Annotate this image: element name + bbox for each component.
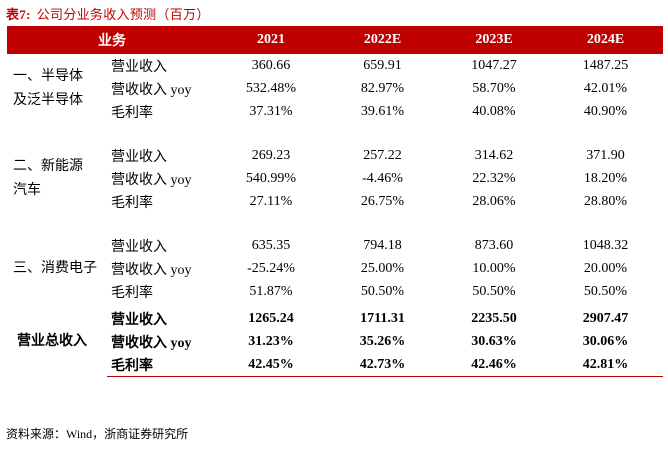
source-note: 资料来源：Wind，浙商证券研究所 bbox=[6, 427, 189, 441]
metric-label: 营业收入 bbox=[111, 59, 167, 75]
table-row: 营收收入 yoy 31.23% 35.26% 30.63% 30.06% bbox=[7, 330, 663, 353]
header-row: 业务 2021 2022E 2023E 2024E bbox=[7, 26, 663, 54]
value-cell: 257.22 bbox=[363, 147, 402, 163]
table-row: 一、半导体 及泛半导体 营业收入 360.66 659.91 1047.27 1487.25 bbox=[7, 54, 663, 108]
table-row: 营收收入 yoy -25.24% 25.00% 10.00% 20.00% bbox=[7, 257, 663, 280]
value-cell: 82.97% bbox=[360, 80, 405, 96]
group-label: 二、新能源 汽车 bbox=[13, 158, 83, 198]
value-cell: 42.01% bbox=[583, 80, 628, 96]
value-cell: 1265.24 bbox=[248, 310, 294, 326]
value-cell: 28.06% bbox=[472, 193, 516, 209]
metric-label: 营收收入 yoy bbox=[111, 262, 192, 278]
table-row: 营业总收入 营业收入 1265.24 1711.31 2235.50 2907.47 bbox=[7, 307, 663, 349]
table-row: 营收收入 yoy 540.99% -4.46% 22.32% 18.20% bbox=[7, 167, 663, 190]
table-row: 毛利率 42.45% 42.73% 42.46% 42.81% bbox=[7, 353, 663, 377]
value-cell: 659.91 bbox=[363, 57, 402, 73]
value-cell: 1487.25 bbox=[582, 57, 629, 73]
value-cell: 873.60 bbox=[474, 237, 514, 253]
value-cell: 50.50% bbox=[360, 283, 405, 299]
table-row: 毛利率 27.11% 26.75% 28.06% 28.80% bbox=[7, 190, 663, 213]
value-cell: 51.87% bbox=[249, 283, 293, 299]
value-cell: 1047.27 bbox=[471, 57, 517, 73]
value-cell: -4.46% bbox=[362, 170, 403, 186]
value-cell: 314.62 bbox=[474, 147, 514, 163]
value-cell: 360.66 bbox=[251, 57, 291, 73]
revenue-forecast-table: 业务 2021 2022E 2023E 2024E 一、半导体 及泛半导体 营业收入… bbox=[7, 26, 663, 377]
value-cell: 42.46% bbox=[440, 353, 548, 377]
metric-label: 营收收入 yoy bbox=[111, 82, 192, 98]
metric-label: 营业收入 bbox=[111, 149, 167, 165]
metric-label: 营业收入 bbox=[111, 239, 167, 255]
metric-label: 毛利率 bbox=[111, 195, 153, 211]
table-row: 三、消费电子 营业收入 635.35 794.18 873.60 1048.32 bbox=[7, 234, 663, 276]
table-row: 二、新能源 汽车 营业收入 269.23 257.22 314.62 371.90 bbox=[7, 144, 663, 198]
metric-label: 营收收入 yoy bbox=[111, 335, 192, 351]
value-cell: 1048.32 bbox=[582, 237, 629, 253]
value-cell: 40.08% bbox=[472, 103, 516, 119]
value-cell: 532.48% bbox=[245, 80, 297, 96]
value-cell: 39.61% bbox=[360, 103, 405, 119]
value-cell: 42.81% bbox=[548, 353, 663, 377]
table-title: 表7: 公司分业务收入预测（百万） bbox=[6, 4, 210, 23]
metric-label: 毛利率 bbox=[111, 105, 153, 121]
value-cell: 40.90% bbox=[583, 103, 628, 119]
value-cell: 635.35 bbox=[251, 237, 291, 253]
value-cell: 35.26% bbox=[359, 333, 406, 349]
value-cell: 1711.31 bbox=[360, 310, 405, 326]
spacer-row bbox=[7, 213, 663, 234]
value-cell: 2235.50 bbox=[471, 310, 517, 326]
value-cell: 20.00% bbox=[583, 260, 628, 276]
value-cell: 371.90 bbox=[586, 147, 625, 163]
value-cell: 27.11% bbox=[249, 193, 293, 209]
header-2021: 2021 bbox=[257, 32, 285, 47]
value-cell: 42.73% bbox=[325, 353, 440, 377]
header-2023e: 2023E bbox=[475, 32, 513, 47]
table-row: 营收收入 yoy 532.48% 82.97% 58.70% 42.01% bbox=[7, 77, 663, 100]
table-body: 一、半导体 及泛半导体 营业收入 360.66 659.91 1047.27 1487.25… bbox=[7, 54, 663, 377]
header-2022e: 2022E bbox=[363, 32, 402, 47]
value-cell: 22.32% bbox=[472, 170, 516, 186]
value-cell: 37.31% bbox=[249, 103, 293, 119]
value-cell: 42.45% bbox=[217, 353, 325, 377]
table-row: 毛利率 51.87% 50.50% 50.50% 50.50% bbox=[7, 280, 663, 303]
metric-label: 毛利率 bbox=[107, 353, 217, 377]
value-cell: 31.23% bbox=[248, 333, 294, 349]
header-2024e: 2024E bbox=[586, 32, 625, 47]
value-cell: 540.99% bbox=[245, 170, 297, 186]
value-cell: 25.00% bbox=[360, 260, 405, 276]
value-cell: 10.00% bbox=[472, 260, 516, 276]
metric-label: 营业收入 bbox=[111, 312, 167, 328]
table-caption: 公司分业务收入预测（百万） bbox=[36, 7, 210, 22]
metric-label: 毛利率 bbox=[111, 285, 153, 301]
spacer-row bbox=[7, 123, 663, 144]
value-cell: 58.70% bbox=[472, 80, 516, 96]
value-cell: 50.50% bbox=[583, 283, 628, 299]
value-cell: 30.06% bbox=[582, 333, 629, 349]
table-number: 表7: bbox=[6, 7, 31, 22]
value-cell: 26.75% bbox=[360, 193, 405, 209]
group-label: 三、消费电子 bbox=[13, 260, 97, 276]
table-row: 毛利率 37.31% 39.61% 40.08% 40.90% bbox=[7, 100, 663, 123]
value-cell: 2907.47 bbox=[582, 310, 629, 326]
value-cell: 50.50% bbox=[472, 283, 516, 299]
metric-label: 营收收入 yoy bbox=[111, 172, 192, 188]
value-cell: 269.23 bbox=[251, 147, 291, 163]
value-cell: 18.20% bbox=[583, 170, 628, 186]
group-label: 一、半导体 及泛半导体 bbox=[13, 68, 83, 108]
value-cell: -25.24% bbox=[247, 260, 295, 276]
value-cell: 28.80% bbox=[583, 193, 628, 209]
group-label: 营业总收入 bbox=[17, 333, 87, 349]
value-cell: 30.63% bbox=[471, 333, 517, 349]
header-business: 业务 bbox=[98, 34, 126, 49]
value-cell: 794.18 bbox=[363, 237, 402, 253]
